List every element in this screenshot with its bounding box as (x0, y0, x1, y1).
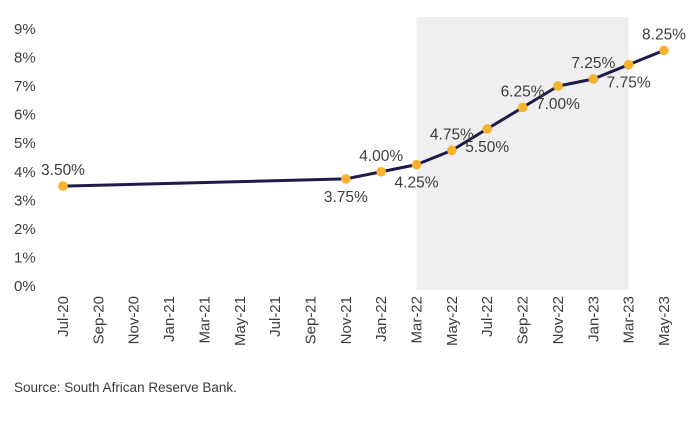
data-label: 4.75% (430, 126, 474, 143)
data-label: 4.25% (395, 175, 439, 192)
x-tick-label: Nov-20 (126, 296, 143, 344)
data-point-marker (447, 145, 457, 156)
data-point-marker (517, 102, 528, 113)
data-label: 4.00% (359, 148, 403, 165)
x-tick-label: Nov-22 (550, 296, 567, 344)
data-markers (58, 45, 669, 191)
y-axis-ticks: 0% 1% 2% 3% 4% 5% 6% 7% 8% 9% (14, 21, 36, 295)
x-tick-label: Jul-21 (267, 296, 284, 337)
y-tick-label: 4% (14, 164, 36, 181)
data-label: 8.25% (642, 26, 686, 43)
x-axis-ticks: Jul-20 Sep-20 Nov-20 Jan-21 Mar-21 May-21 Jul-… (55, 296, 673, 346)
y-tick-label: 8% (14, 50, 36, 67)
data-label: 7.75% (607, 75, 651, 92)
x-tick-label: Jan-23 (585, 296, 602, 342)
data-point-marker (588, 74, 599, 84)
data-point-marker (58, 181, 68, 191)
y-tick-label: 0% (14, 278, 36, 295)
source-note: Source: South African Reserve Bank. (14, 380, 237, 395)
x-tick-label: Mar-22 (409, 296, 426, 344)
y-tick-label: 5% (14, 135, 36, 152)
y-tick-label: 3% (14, 192, 36, 209)
data-label: 6.25% (501, 84, 545, 101)
data-label: 3.75% (324, 189, 368, 206)
y-tick-label: 2% (14, 221, 36, 238)
data-point-marker (411, 159, 422, 170)
x-tick-label: Sep-21 (302, 296, 319, 344)
x-tick-label: Mar-23 (621, 296, 638, 344)
data-labels: 3.50% 3.75% 4.00% 4.25% 4.75%5.50% 6.25%7.00%… (41, 26, 686, 206)
y-tick-label: 6% (14, 107, 36, 124)
data-point-marker (482, 124, 493, 134)
data-label: 3.50% (41, 162, 85, 179)
data-point-marker (623, 59, 634, 70)
x-tick-label: Nov-21 (338, 296, 355, 344)
x-tick-label: May-23 (656, 296, 673, 346)
y-tick-label: 1% (14, 249, 36, 266)
data-point-marker (376, 166, 386, 177)
y-tick-label: 9% (14, 21, 36, 38)
x-tick-label: May-21 (232, 296, 249, 346)
x-tick-label: Sep-20 (90, 296, 107, 344)
x-tick-label: Jul-20 (55, 296, 72, 337)
data-point-marker (659, 45, 669, 56)
x-tick-label: Jan-22 (373, 296, 390, 342)
data-point-marker (553, 81, 563, 91)
x-tick-label: Jul-22 (479, 296, 496, 337)
x-tick-label: Jan-21 (161, 296, 178, 342)
line-chart: 0%1%2%3%4%5%6%7%8%9% Jul-20 Sep-20 Nov-20 J… (14, 17, 686, 346)
y-tick-label: 7% (14, 78, 36, 95)
data-label: 7.25% (571, 55, 615, 72)
data-label: 5.50% (465, 139, 509, 156)
x-tick-label: Mar-21 (196, 296, 213, 344)
x-tick-label: May-22 (444, 296, 461, 346)
data-label: 7.00% (536, 96, 580, 113)
x-tick-label: Sep-22 (515, 296, 532, 344)
data-point-marker (341, 174, 351, 184)
